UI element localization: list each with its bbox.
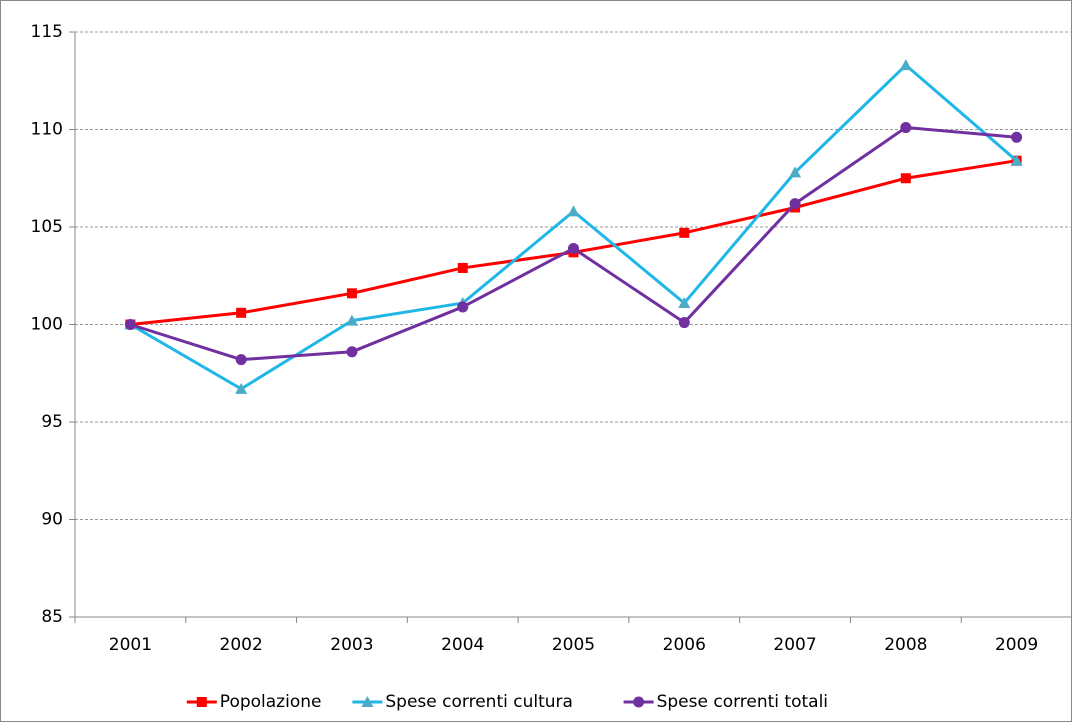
y-tick-label: 100	[31, 315, 63, 335]
marker	[568, 242, 579, 254]
legend-label: Spese correnti cultura	[385, 692, 573, 712]
marker	[457, 301, 469, 313]
marker	[789, 166, 802, 178]
legend-item: Spese correnti totali	[623, 692, 828, 712]
y-tick-label: 85	[41, 607, 63, 627]
x-tick-label: 2007	[773, 635, 816, 655]
x-tick-label: 2001	[109, 635, 152, 655]
marker	[236, 307, 247, 318]
marker	[196, 697, 207, 707]
marker	[457, 262, 468, 273]
y-tick-label: 90	[41, 510, 63, 530]
marker	[361, 696, 374, 707]
marker	[567, 205, 580, 217]
x-tick-label: 2002	[220, 635, 263, 655]
x-tick-label: 2008	[884, 635, 927, 655]
legend-label: Spese correnti totali	[657, 692, 828, 712]
marker	[235, 382, 248, 394]
legend: Popolazione Spese correnti cultura Spese c…	[186, 692, 828, 712]
marker	[345, 314, 358, 326]
legend-item: Spese correnti cultura	[352, 692, 573, 712]
marker	[633, 696, 645, 708]
marker	[899, 59, 912, 71]
marker	[346, 346, 358, 358]
x-tick-label: 2003	[330, 635, 373, 655]
marker	[789, 198, 801, 210]
marker	[900, 173, 911, 184]
marker	[679, 227, 690, 238]
marker	[678, 297, 691, 309]
x-tick-label: 2009	[995, 635, 1038, 655]
y-tick-label: 105	[31, 217, 63, 237]
x-tick-label: 2006	[663, 635, 706, 655]
marker	[124, 319, 136, 330]
x-tick-label: 2004	[441, 635, 484, 655]
y-tick-label: 110	[31, 120, 63, 140]
x-tick-label: 2005	[552, 635, 595, 655]
legend-item: Popolazione	[186, 692, 322, 712]
legend-label: Popolazione	[220, 692, 322, 712]
marker	[346, 288, 357, 299]
marker	[900, 122, 912, 134]
y-tick-label: 115	[31, 22, 63, 42]
marker	[1011, 131, 1023, 143]
y-tick-label: 95	[41, 412, 63, 432]
marker	[235, 354, 247, 366]
marker	[678, 317, 690, 329]
marker	[1010, 154, 1023, 166]
